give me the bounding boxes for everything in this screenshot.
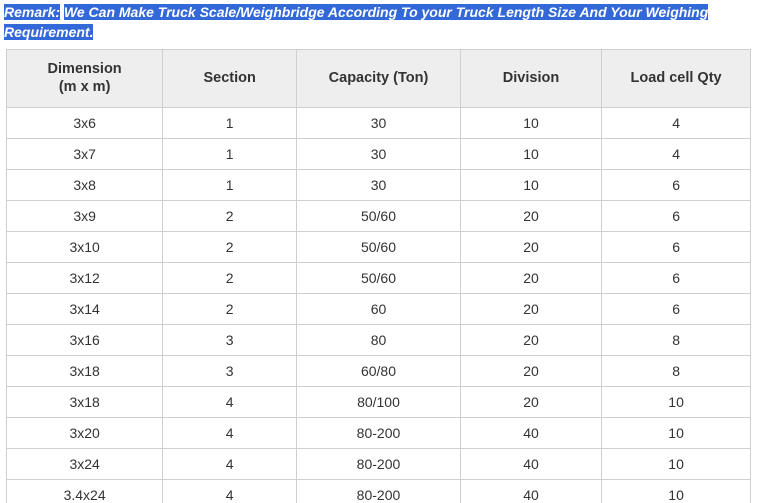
table-row: 3.4x24480-2004010 <box>7 480 751 503</box>
cell-capacity: 60 <box>297 294 461 325</box>
cell-dimension: 3x14 <box>7 294 163 325</box>
cell-dimension: 3x10 <box>7 232 163 263</box>
table-row: 3x18480/1002010 <box>7 387 751 418</box>
cell-capacity: 60/80 <box>297 356 461 387</box>
remark-text: Remark: We Can Make Truck Scale/Weighbri… <box>4 4 708 40</box>
cell-capacity: 30 <box>297 108 461 139</box>
cell-division: 20 <box>460 232 601 263</box>
cell-division: 40 <box>460 480 601 503</box>
remark-line1: We Can Make Truck Scale/Weighbridge Acco… <box>64 4 708 20</box>
cell-loadcell: 6 <box>602 232 751 263</box>
cell-loadcell: 4 <box>602 139 751 170</box>
cell-division: 20 <box>460 356 601 387</box>
cell-loadcell: 6 <box>602 170 751 201</box>
table-body: 3x61301043x71301043x81301063x9250/602063… <box>7 108 751 503</box>
cell-capacity: 80 <box>297 325 461 356</box>
cell-capacity: 80-200 <box>297 449 461 480</box>
cell-dimension: 3x7 <box>7 139 163 170</box>
cell-section: 1 <box>163 108 297 139</box>
col-dimension-l2: (m x m) <box>59 79 111 95</box>
table-row: 3x9250/60206 <box>7 201 751 232</box>
cell-loadcell: 6 <box>602 263 751 294</box>
table-row: 3x10250/60206 <box>7 232 751 263</box>
col-loadcell: Load cell Qty <box>602 49 751 108</box>
cell-section: 2 <box>163 232 297 263</box>
cell-dimension: 3x16 <box>7 325 163 356</box>
col-capacity: Capacity (Ton) <box>297 49 461 108</box>
cell-capacity: 50/60 <box>297 263 461 294</box>
remark-label: Remark: <box>4 4 60 20</box>
col-dimension-l1: Dimension <box>48 61 122 77</box>
cell-capacity: 80-200 <box>297 418 461 449</box>
cell-division: 20 <box>460 263 601 294</box>
cell-division: 20 <box>460 387 601 418</box>
cell-loadcell: 4 <box>602 108 751 139</box>
cell-loadcell: 8 <box>602 325 751 356</box>
cell-capacity: 50/60 <box>297 232 461 263</box>
cell-section: 4 <box>163 418 297 449</box>
cell-section: 4 <box>163 480 297 503</box>
cell-division: 10 <box>460 108 601 139</box>
cell-loadcell: 8 <box>602 356 751 387</box>
spec-table: Dimension (m x m) Section Capacity (Ton)… <box>6 49 751 503</box>
cell-loadcell: 10 <box>602 480 751 503</box>
cell-dimension: 3x18 <box>7 387 163 418</box>
cell-loadcell: 6 <box>602 201 751 232</box>
cell-division: 20 <box>460 201 601 232</box>
cell-section: 2 <box>163 263 297 294</box>
cell-loadcell: 10 <box>602 387 751 418</box>
table-header-row: Dimension (m x m) Section Capacity (Ton)… <box>7 49 751 108</box>
cell-capacity: 30 <box>297 139 461 170</box>
cell-section: 3 <box>163 356 297 387</box>
cell-capacity: 30 <box>297 170 461 201</box>
table-row: 3x18360/80208 <box>7 356 751 387</box>
cell-capacity: 50/60 <box>297 201 461 232</box>
remark-block: Remark: We Can Make Truck Scale/Weighbri… <box>0 0 757 49</box>
cell-dimension: 3x9 <box>7 201 163 232</box>
cell-dimension: 3x8 <box>7 170 163 201</box>
table-row: 3x24480-2004010 <box>7 449 751 480</box>
cell-division: 40 <box>460 418 601 449</box>
cell-loadcell: 10 <box>602 418 751 449</box>
cell-capacity: 80/100 <box>297 387 461 418</box>
cell-division: 20 <box>460 325 601 356</box>
cell-section: 2 <box>163 201 297 232</box>
table-row: 3x12250/60206 <box>7 263 751 294</box>
remark-line2: Requirement. <box>4 24 93 40</box>
cell-dimension: 3x24 <box>7 449 163 480</box>
cell-division: 40 <box>460 449 601 480</box>
cell-loadcell: 10 <box>602 449 751 480</box>
cell-section: 1 <box>163 170 297 201</box>
spec-table-wrap: Dimension (m x m) Section Capacity (Ton)… <box>0 49 757 503</box>
cell-section: 3 <box>163 325 297 356</box>
cell-section: 4 <box>163 449 297 480</box>
table-row: 3x6130104 <box>7 108 751 139</box>
cell-section: 2 <box>163 294 297 325</box>
table-row: 3x20480-2004010 <box>7 418 751 449</box>
cell-section: 1 <box>163 139 297 170</box>
col-dimension: Dimension (m x m) <box>7 49 163 108</box>
cell-loadcell: 6 <box>602 294 751 325</box>
cell-division: 10 <box>460 139 601 170</box>
cell-dimension: 3x12 <box>7 263 163 294</box>
table-row: 3x16380208 <box>7 325 751 356</box>
table-row: 3x14260206 <box>7 294 751 325</box>
cell-dimension: 3x20 <box>7 418 163 449</box>
cell-dimension: 3.4x24 <box>7 480 163 503</box>
cell-division: 10 <box>460 170 601 201</box>
cell-dimension: 3x6 <box>7 108 163 139</box>
table-row: 3x8130106 <box>7 170 751 201</box>
cell-section: 4 <box>163 387 297 418</box>
col-division: Division <box>460 49 601 108</box>
table-row: 3x7130104 <box>7 139 751 170</box>
cell-division: 20 <box>460 294 601 325</box>
cell-dimension: 3x18 <box>7 356 163 387</box>
cell-capacity: 80-200 <box>297 480 461 503</box>
col-section: Section <box>163 49 297 108</box>
